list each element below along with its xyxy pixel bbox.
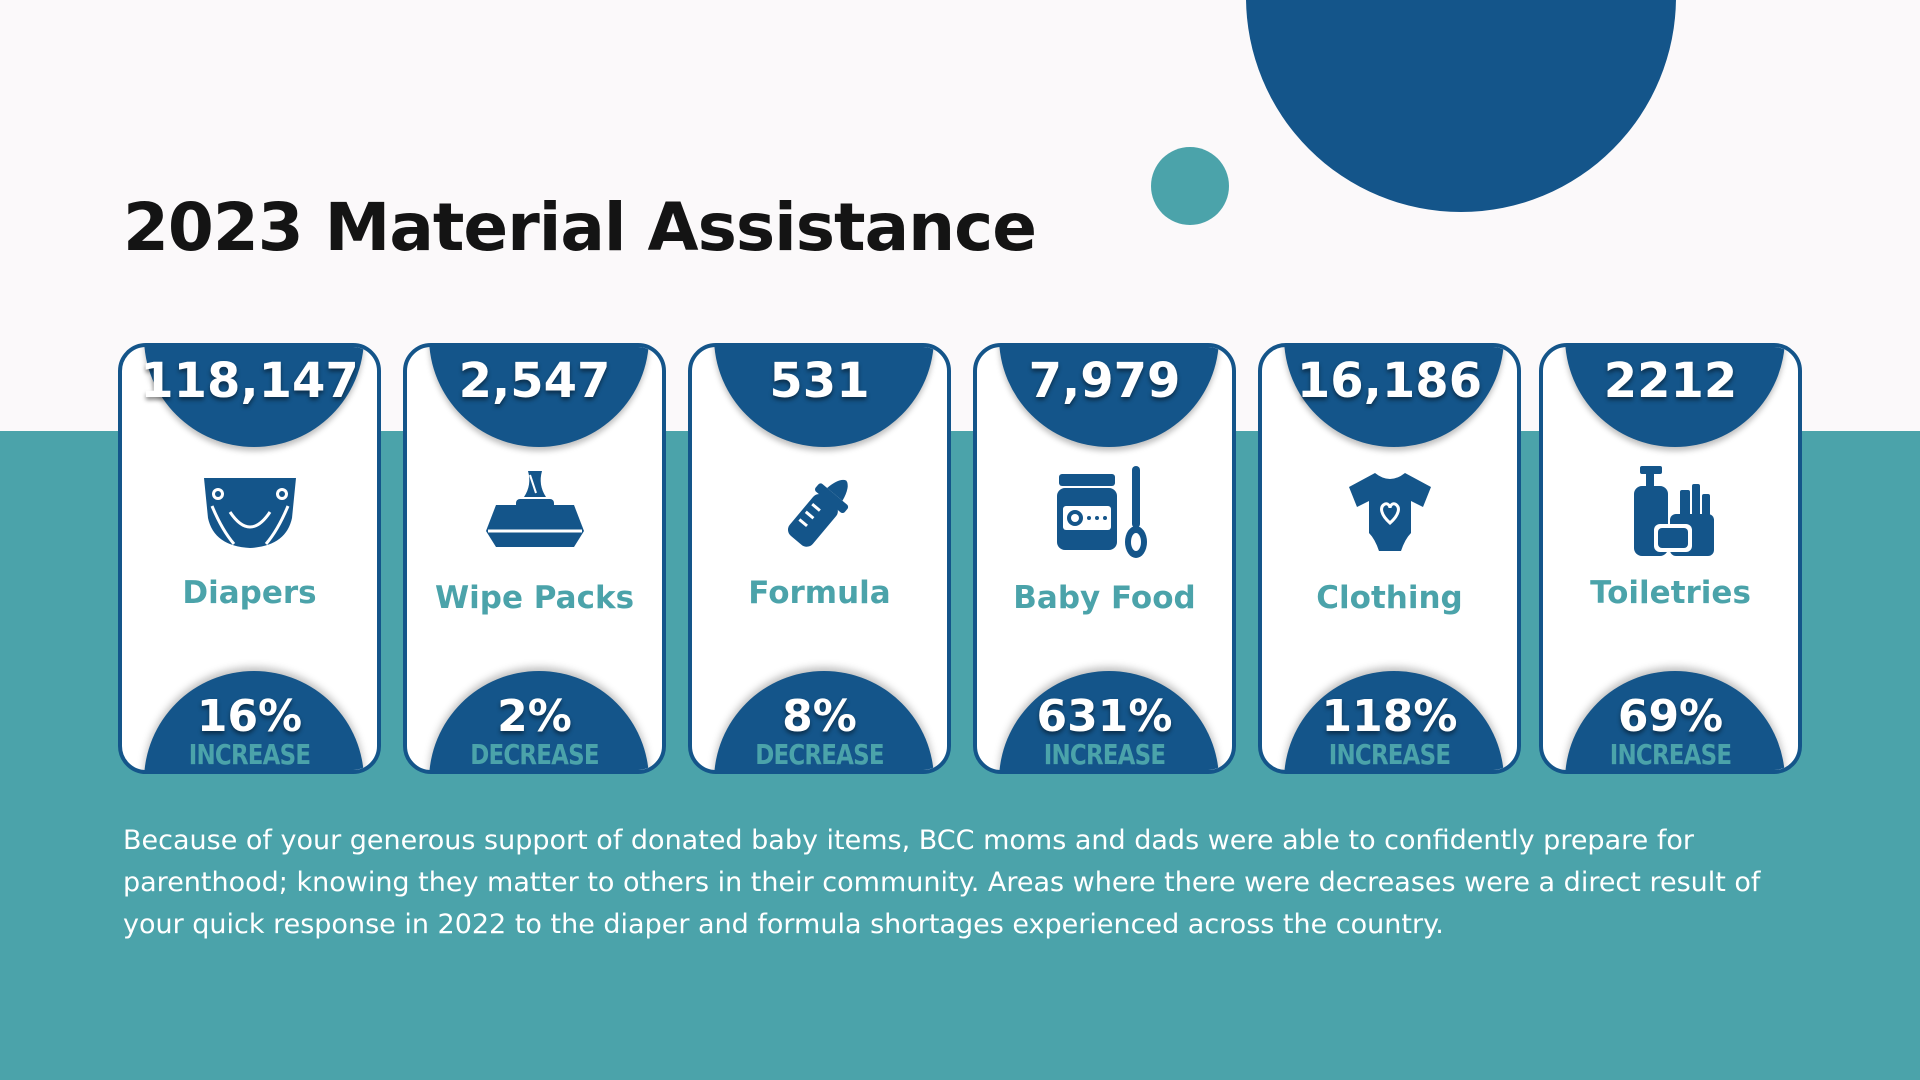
onesie-icon <box>1262 467 1517 557</box>
card-value: 2,547 <box>458 353 611 409</box>
card-value: 531 <box>769 353 870 409</box>
page-title: 2023 Material Assistance <box>123 189 1037 266</box>
wipes-icon <box>407 467 662 557</box>
card-direction: DECREASE <box>470 738 599 771</box>
card-percent: 2% <box>497 691 572 742</box>
card-direction: DECREASE <box>755 738 884 771</box>
baby-food-icon <box>977 466 1232 558</box>
toiletries-icon <box>1543 466 1798 557</box>
card-direction: INCREASE <box>188 738 311 771</box>
card-toiletries: 2212 Toiletries 69% INCREASE <box>1539 343 1802 774</box>
card-percent: 631% <box>1036 691 1173 742</box>
card-label: Toiletries <box>1590 575 1751 611</box>
card-percent: 16% <box>196 691 303 742</box>
card-diapers: 118,147 Diapers 16% INCREASE <box>118 343 381 774</box>
body-paragraph: Because of your generous support of dona… <box>123 825 1761 940</box>
baby-bottle-icon <box>692 467 947 557</box>
card-percent: 8% <box>782 691 857 742</box>
card-direction: INCREASE <box>1328 738 1451 771</box>
card-direction: INCREASE <box>1609 738 1732 771</box>
decorative-small-circle <box>1151 147 1229 225</box>
card-formula: 531 Formula 8% DECREASE <box>688 343 951 774</box>
card-value: 118,147 <box>140 353 359 409</box>
diaper-icon <box>122 467 377 557</box>
card-label: Formula <box>748 575 891 611</box>
decorative-large-circle <box>1246 0 1676 212</box>
card-label: Diapers <box>182 575 317 611</box>
card-label: Wipe Packs <box>434 580 635 616</box>
card-percent: 69% <box>1617 691 1724 742</box>
card-direction: INCREASE <box>1043 738 1166 771</box>
card-label: Baby Food <box>1013 580 1196 616</box>
card-label: Clothing <box>1316 580 1463 616</box>
card-percent: 118% <box>1321 691 1458 742</box>
card-value: 16,186 <box>1296 353 1483 409</box>
card-wipe-packs: 2,547 Wipe Packs 2% DECREASE <box>403 343 666 774</box>
card-baby-food: 7,979 Baby Food 631% INCREASE <box>973 343 1236 774</box>
card-value: 7,979 <box>1028 353 1181 409</box>
card-clothing: 16,186 Clothing 118% INCREASE <box>1258 343 1521 774</box>
card-value: 2212 <box>1603 353 1738 409</box>
